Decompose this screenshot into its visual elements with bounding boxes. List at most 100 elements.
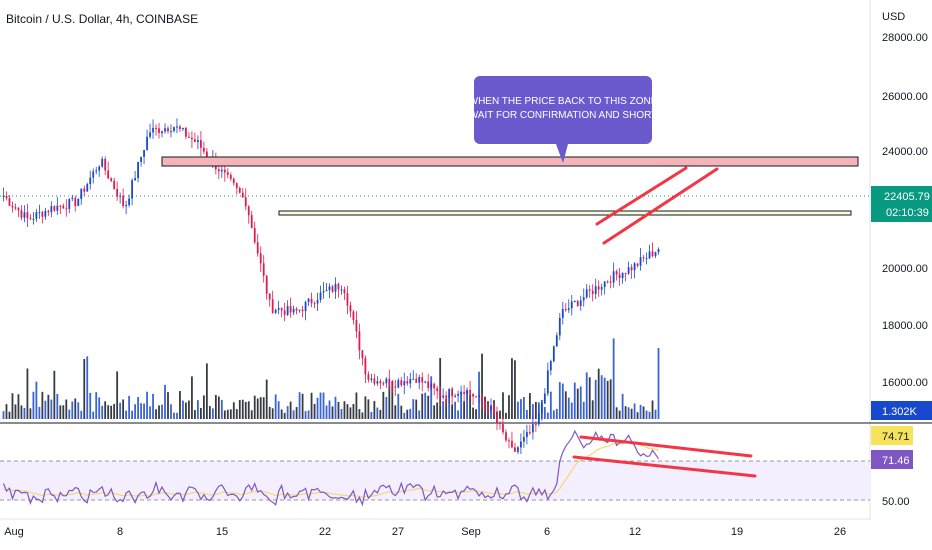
candle-body	[265, 275, 268, 294]
volume-bar	[152, 393, 154, 419]
candle-body	[415, 378, 418, 383]
resistance-zone[interactable]	[161, 156, 859, 167]
candle-body	[439, 391, 442, 398]
volume-bar	[226, 409, 229, 419]
volume-bar	[388, 386, 391, 419]
candle-body	[373, 378, 376, 384]
volume-bar	[514, 360, 516, 419]
candle-body	[14, 207, 17, 209]
volume-bar	[415, 399, 418, 419]
volume-bar	[62, 405, 65, 419]
rsi-divergence-upper[interactable]	[579, 435, 753, 458]
price-candles	[2, 118, 660, 455]
callout-box[interactable]	[474, 76, 652, 144]
time-tick: 27	[392, 526, 404, 538]
volume-bar	[346, 404, 349, 419]
volume-bar	[170, 404, 172, 419]
volume-bar	[5, 404, 8, 419]
volume-bar	[131, 410, 133, 419]
volume-bar	[301, 393, 304, 419]
volume-bar	[600, 375, 603, 419]
volume-bar	[20, 405, 23, 419]
volume-bar	[253, 395, 256, 419]
volume-bar	[295, 407, 298, 419]
candle-body	[53, 206, 56, 211]
volume-bar	[211, 408, 214, 419]
candle-body	[223, 169, 226, 173]
candle-body	[29, 218, 32, 220]
volume-bar	[433, 405, 436, 419]
volume-bar	[158, 405, 160, 419]
candle-body	[256, 242, 259, 254]
candle-body	[197, 140, 199, 143]
volume-bar	[77, 402, 80, 419]
volume-bar	[412, 399, 415, 419]
volume-bar	[582, 401, 585, 419]
volume-bar	[134, 404, 136, 419]
volume-bar	[137, 397, 139, 419]
channel-upper-line[interactable]	[595, 166, 688, 226]
candle-body	[505, 432, 507, 441]
candle-body	[328, 286, 331, 291]
volume-bar	[125, 410, 128, 419]
candle-body	[594, 286, 597, 294]
volume-bar	[179, 391, 181, 419]
volume-bar	[149, 406, 151, 419]
candle-body	[98, 166, 101, 171]
candle-body	[92, 171, 95, 178]
channel-lower-line[interactable]	[602, 167, 719, 245]
candle-body	[406, 381, 409, 384]
volume-bar	[271, 408, 274, 419]
volume-bar	[155, 409, 157, 419]
candle-body	[185, 127, 187, 137]
candle-body	[310, 298, 313, 304]
volume-bar	[364, 396, 367, 419]
candle-body	[523, 437, 525, 442]
candle-body	[475, 396, 477, 398]
volume-bar	[86, 356, 89, 419]
volume-bar	[397, 393, 400, 419]
volume-bar	[546, 412, 549, 419]
volume-bar	[98, 397, 101, 419]
candle-body	[140, 156, 142, 162]
candle-body	[134, 178, 136, 181]
volume-bar	[436, 402, 439, 419]
candle-body	[122, 195, 125, 207]
candle-body	[460, 391, 462, 394]
volume-bar	[463, 401, 465, 419]
volume-bar	[202, 395, 205, 419]
candle-body	[576, 300, 579, 306]
volume-bar	[337, 401, 340, 419]
rsi-tick: 50.00	[882, 496, 910, 508]
volume-bar	[373, 401, 376, 419]
volume-bar	[44, 400, 47, 419]
volume-bar	[549, 391, 552, 419]
candle-body	[346, 293, 349, 306]
volume-bar	[442, 401, 445, 419]
support-zone[interactable]	[278, 210, 852, 216]
volume-bar	[161, 404, 163, 419]
volume-bar	[385, 397, 388, 419]
candle-body	[77, 199, 80, 207]
volume-bar	[205, 363, 208, 419]
volume-bar	[110, 405, 113, 419]
candle-body	[472, 393, 474, 397]
candle-body	[295, 308, 298, 311]
volume-bar	[89, 392, 92, 419]
candle-body	[191, 137, 193, 140]
volume-bar	[612, 338, 615, 419]
candle-body	[376, 381, 379, 384]
volume-bar	[29, 408, 32, 419]
rsi-divergence-lower[interactable]	[572, 455, 757, 478]
volume-bar	[654, 409, 657, 419]
volume-bar	[244, 401, 247, 419]
volume-bar	[265, 379, 268, 419]
candle-body	[642, 257, 645, 259]
volume-bar	[409, 408, 412, 419]
candle-body	[582, 297, 585, 301]
candle-body	[427, 381, 430, 388]
volume-bar	[59, 405, 62, 419]
candle-body	[421, 377, 424, 383]
volume-bar	[573, 382, 576, 419]
